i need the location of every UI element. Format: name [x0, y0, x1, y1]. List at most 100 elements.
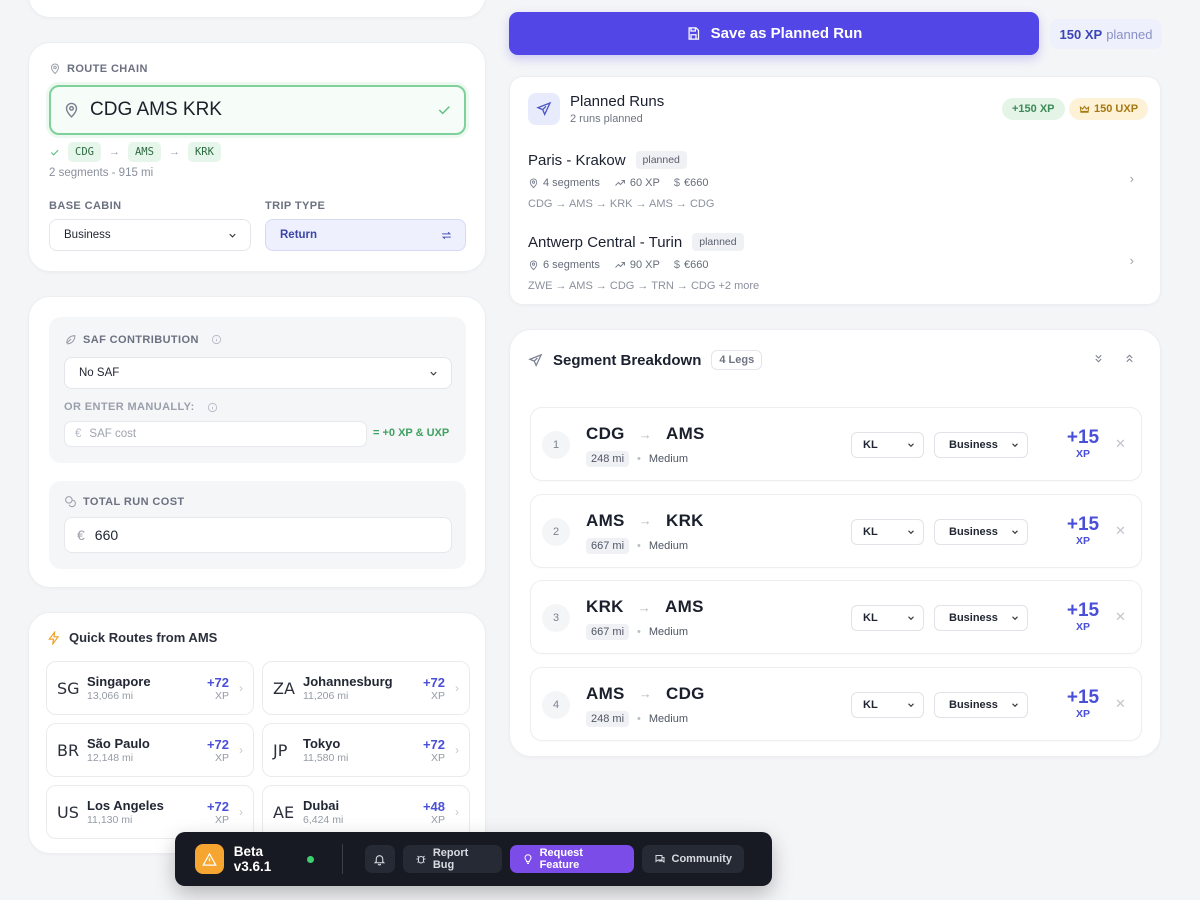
cabin-select[interactable]: Business	[934, 518, 1028, 545]
saf-select-value: No SAF	[79, 367, 120, 379]
xp-total-pill: +150 XP	[1002, 98, 1065, 120]
quick-route-item[interactable]: BR São Paulo 12,148 mi +72 XP ›	[46, 723, 254, 777]
quick-route-distance: 11,206 mi	[303, 690, 349, 702]
saf-select[interactable]: No SAF	[64, 357, 452, 389]
planned-run-segments: 4 segments	[528, 177, 600, 189]
base-cabin-label: BASE CABIN	[49, 200, 122, 212]
arrow-right-icon: →	[638, 686, 652, 701]
info-icon[interactable]	[207, 402, 218, 413]
planned-run-path: ZWE → AMS → CDG → TRN → CDG +2 more	[528, 280, 760, 292]
planned-run-segments: 6 segments	[528, 259, 600, 271]
segment-row: 2 AMS → KRK 667 mi • Medium KL Business +15 XP ✕	[530, 493, 1142, 568]
quick-route-xp-unit: XP	[214, 689, 229, 702]
request-feature-button[interactable]: Request Feature	[509, 845, 634, 873]
segment-xp: +15 XP	[1053, 600, 1113, 633]
segment-haul: Medium	[648, 539, 689, 552]
airline-select[interactable]: KL	[851, 691, 924, 718]
quick-route-xp: +72 XP	[423, 737, 445, 764]
expand-all-icon[interactable]	[1092, 352, 1105, 365]
saf-result: = +0 XP & UXP	[373, 427, 450, 439]
planned-run-xp-value: 60 XP	[629, 177, 660, 189]
quick-route-distance: 11,130 mi	[87, 814, 133, 826]
chevron-down-icon	[428, 368, 439, 379]
route-chain-value: CDG AMS KRK	[90, 99, 222, 120]
base-cabin-select[interactable]: Business	[49, 219, 251, 251]
lightning-icon	[47, 630, 61, 645]
quick-routes-title: Quick Routes from AMS	[69, 630, 218, 645]
quick-route-info: Singapore 13,066 mi	[87, 674, 207, 702]
saf-label: SAF CONTRIBUTION	[83, 333, 199, 346]
euro-icon: €	[75, 428, 82, 440]
segment-origin: AMS	[586, 510, 625, 530]
airline-select[interactable]: KL	[851, 518, 924, 545]
planned-run-item[interactable]: Paris - Krakow planned 4 segments 60 XP $ €66…	[528, 151, 1144, 210]
quick-route-city: Los Angeles	[87, 798, 164, 813]
quick-route-item[interactable]: US Los Angeles 11,130 mi +72 XP ›	[46, 785, 254, 839]
segment-miles: 248 mi	[586, 451, 630, 467]
notifications-button[interactable]	[365, 845, 395, 873]
cabin-select[interactable]: Business	[934, 605, 1028, 631]
quick-route-xp: +72 XP	[207, 675, 229, 702]
status-badge: planned	[635, 151, 687, 169]
save-planned-run-button[interactable]: Save as Planned Run	[509, 12, 1039, 55]
cabin-value: Business	[949, 612, 998, 624]
remove-segment-icon[interactable]: ✕	[1115, 609, 1126, 624]
quick-route-item[interactable]: JP Tokyo 11,580 mi +72 XP ›	[262, 723, 470, 777]
community-button[interactable]: Community	[641, 845, 745, 873]
top-card-stub	[28, 0, 486, 18]
quick-route-xp-value: +72	[206, 736, 229, 752]
airline-value: KL	[863, 525, 878, 538]
saf-header: SAF CONTRIBUTION	[64, 333, 222, 346]
remove-segment-icon[interactable]: ✕	[1115, 436, 1126, 451]
chevron-down-icon	[906, 700, 916, 710]
save-button-label: Save as Planned Run	[710, 25, 863, 42]
uxp-total-value: 150 UXP	[1094, 103, 1139, 115]
airline-select[interactable]: KL	[851, 432, 924, 458]
check-icon	[49, 147, 60, 158]
segment-destination: AMS	[665, 597, 704, 616]
quick-route-xp-unit: XP	[214, 751, 229, 764]
saf-cost-input[interactable]: € SAF cost	[64, 421, 367, 447]
report-bug-button[interactable]: Report Bug	[402, 845, 502, 873]
trending-up-icon	[614, 259, 626, 271]
quick-route-item[interactable]: ZA Johannesburg 11,206 mi +72 XP ›	[262, 661, 470, 715]
planned-run-cost: $ €660	[674, 177, 709, 189]
trip-type-toggle[interactable]: Return	[265, 219, 466, 251]
airline-select[interactable]: KL	[851, 605, 924, 631]
total-cost-input[interactable]: € 660	[64, 517, 452, 553]
map-pin-icon	[528, 260, 539, 271]
segment-haul: Medium	[648, 712, 689, 725]
route-chain-input[interactable]: CDG AMS KRK	[49, 85, 466, 135]
route-summary: 2 segments - 915 mi	[49, 167, 154, 179]
arrow-right-icon: →	[638, 513, 652, 528]
collapse-all-icon[interactable]	[1123, 352, 1136, 365]
cabin-select[interactable]: Business	[934, 432, 1028, 458]
saf-manual-header: OR ENTER MANUALLY:	[64, 401, 218, 413]
legs-count-badge: 4 Legs	[711, 350, 763, 370]
chevron-down-icon	[227, 230, 238, 241]
segment-breakdown-card: Segment Breakdown 4 Legs 1 CDG → AMS 248 mi •…	[509, 329, 1161, 757]
chevron-down-icon	[1010, 700, 1020, 710]
swap-arrows-icon	[440, 229, 453, 242]
remove-segment-icon[interactable]: ✕	[1115, 695, 1126, 711]
chevron-down-icon	[1010, 440, 1020, 450]
planned-run-item[interactable]: Antwerp Central - Turin planned 6 segments…	[528, 233, 1144, 292]
segment-xp-unit: XP	[1075, 621, 1090, 633]
quick-route-city: Dubai	[303, 798, 340, 813]
quick-route-item[interactable]: SG Singapore 13,066 mi +72 XP ›	[46, 661, 254, 715]
remove-segment-icon[interactable]: ✕	[1115, 522, 1126, 538]
base-cabin-value: Business	[64, 229, 111, 241]
segment-origin: CDG	[586, 424, 625, 443]
country-code: BR	[57, 740, 80, 760]
cabin-select[interactable]: Business	[934, 691, 1028, 718]
save-icon	[686, 26, 701, 41]
segment-number: 2	[542, 517, 570, 546]
segment-haul: Medium	[648, 626, 689, 638]
quick-route-item[interactable]: AE Dubai 6,424 mi +48 XP ›	[262, 785, 470, 839]
quick-route-xp: +48 XP	[423, 799, 445, 826]
info-icon[interactable]	[211, 334, 222, 345]
euro-icon: €	[77, 527, 85, 543]
chevron-down-icon	[1010, 527, 1020, 537]
quick-route-info: Tokyo 11,580 mi	[303, 736, 423, 764]
planned-run-segments-value: 6 segments	[543, 259, 600, 271]
